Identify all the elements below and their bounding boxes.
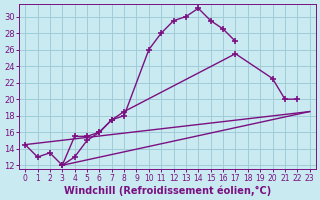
X-axis label: Windchill (Refroidissement éolien,°C): Windchill (Refroidissement éolien,°C) (64, 185, 271, 196)
